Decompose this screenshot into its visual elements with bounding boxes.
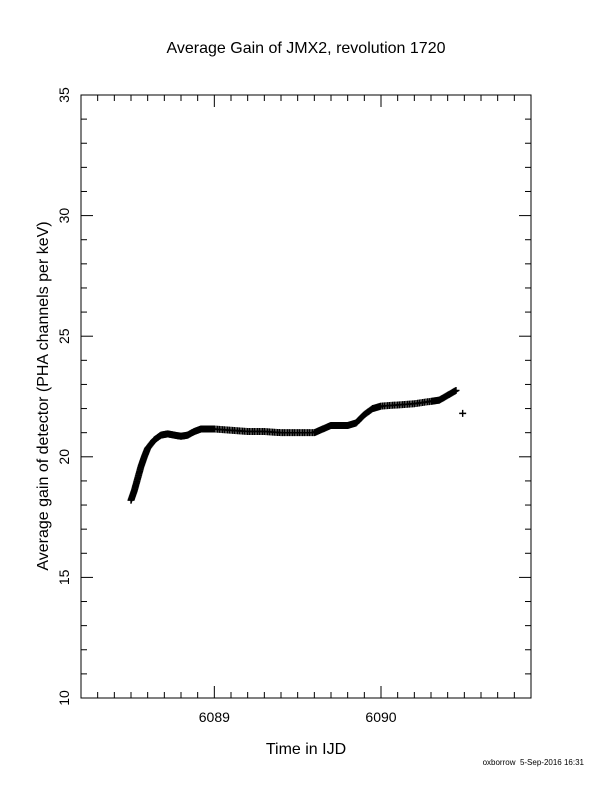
y-tick-label: 20 <box>56 449 72 465</box>
x-tick-label: 6090 <box>365 709 396 725</box>
axis-ticks <box>80 94 532 699</box>
plot-frame <box>80 94 532 699</box>
footer-user: oxborrow <box>482 758 516 767</box>
footer-date: 5-Sep-2016 16:31 <box>519 758 584 767</box>
y-tick-label: 30 <box>56 208 72 224</box>
x-axis-label: Time in IJD <box>266 741 346 758</box>
y-tick-label: 10 <box>56 690 72 706</box>
footer-stamp: oxborrow 5-Sep-2016 16:31 <box>483 758 584 767</box>
chart-title: Average Gain of JMX2, revolution 1720 <box>167 40 446 57</box>
axis-tick-labels: 10 15 20 25 30 35 6089 6090 <box>56 87 397 725</box>
x-tick-label: 6089 <box>199 709 230 725</box>
y-axis-label: Average gain of detector (PHA channels p… <box>35 221 52 570</box>
y-tick-label: 25 <box>56 328 72 344</box>
y-tick-label: 15 <box>56 569 72 585</box>
data-point <box>459 409 467 417</box>
data-point <box>452 386 460 394</box>
y-tick-label: 35 <box>56 87 72 103</box>
data-points <box>127 386 467 504</box>
